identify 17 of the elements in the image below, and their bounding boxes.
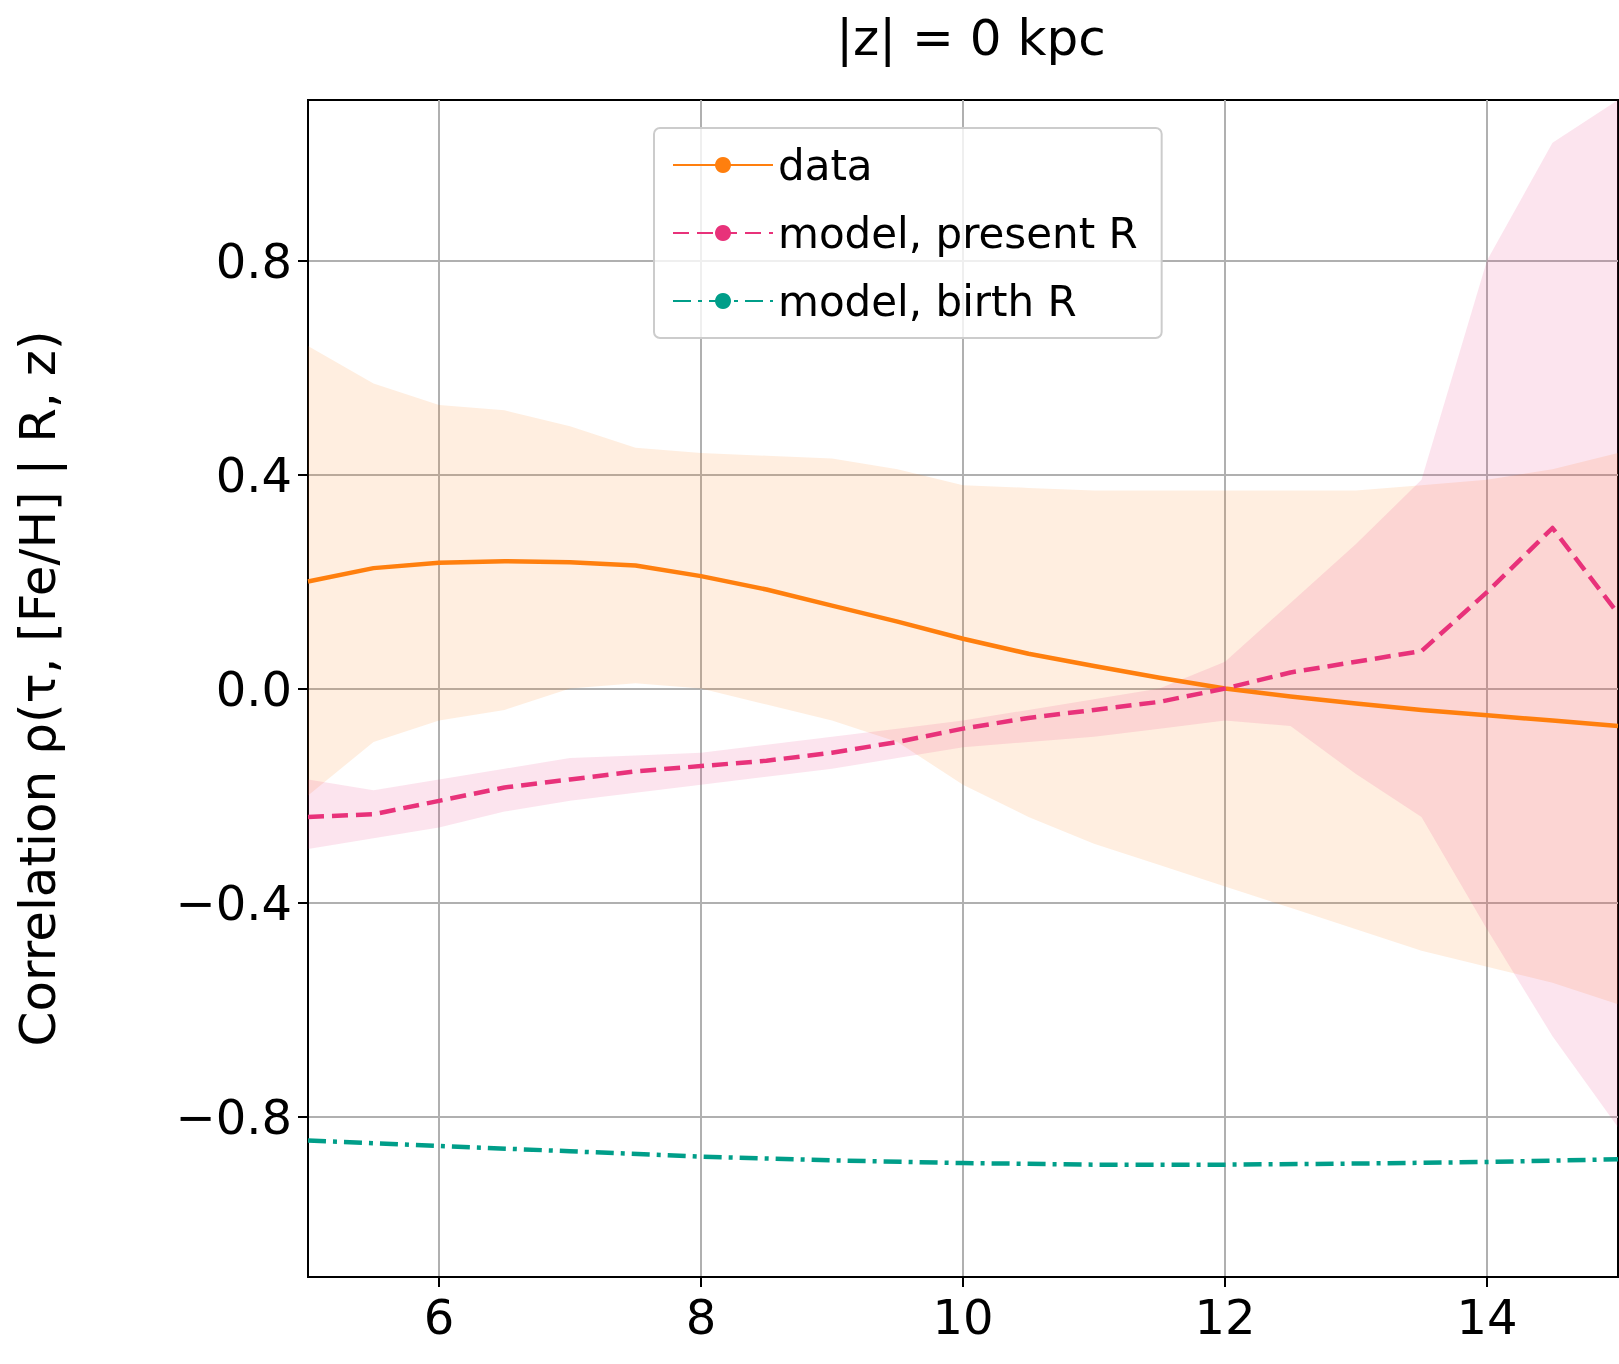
x-tick-label: 8 [685,1289,717,1345]
legend-label: data [778,140,873,190]
x-tick-label: 14 [1456,1289,1518,1345]
y-tick-label: −0.8 [175,1088,292,1145]
line-series [305,1138,1619,1167]
y-axis-title: Correlation ρ(τ, [Fe/H] | R, z) [9,330,67,1047]
legend-label: model, present R [778,208,1138,258]
y-tick-label: 0.0 [215,660,292,717]
legend-label: model, birth R [778,276,1077,326]
x-tick-label: 12 [1194,1289,1256,1345]
y-tick-label: −0.4 [175,874,292,931]
x-tick-label: 6 [423,1289,455,1345]
x-tick-label: 10 [932,1289,994,1345]
y-tick-label: 0.8 [215,232,292,289]
y-tick-label: 0.4 [215,446,292,503]
chart-title: |z| = 0 kpc [836,9,1106,67]
line-series [305,558,1619,729]
